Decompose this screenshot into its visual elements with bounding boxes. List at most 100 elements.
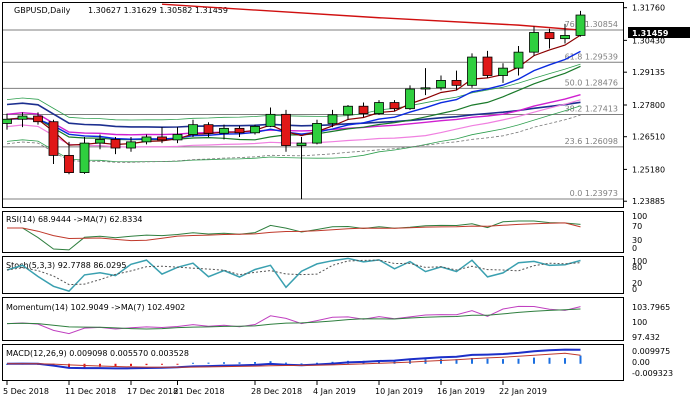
date-tick-label-8: 22 Jan 2019 (499, 387, 547, 396)
candle-body-12 (188, 124, 198, 135)
candle-34 (529, 26, 539, 56)
current-price-box-bg (628, 27, 690, 38)
candle-body-13 (203, 124, 214, 134)
macd-level-low: -0.009323 (632, 369, 673, 378)
momentum-level-100: 100 (632, 318, 647, 327)
macd-signal-line (6, 352, 581, 368)
stoch-k-line (6, 257, 581, 292)
macd-bar-11 (176, 363, 179, 365)
candle-28 (436, 75, 446, 91)
ma-200-red (161, 3, 581, 31)
candle-14 (219, 124, 229, 140)
date-tick-label-2: 17 Dec 2018 (127, 387, 178, 396)
ma-30 (6, 65, 581, 141)
ma-200 (6, 101, 581, 129)
macd-bar-7 (114, 363, 117, 367)
macd-bar-29 (455, 359, 458, 364)
price-tick-label-3: 1.27800 (632, 101, 665, 110)
macd-label: MACD(12,26,9) 0.009098 0.005570 0.003528 (6, 349, 189, 358)
momentum-panel[interactable]: Momentum(14) 102.9049 ->MA(7) 102.4902 1… (2, 297, 671, 343)
date-tick-label-0: 5 Dec 2018 (3, 387, 49, 396)
candle-body-36 (560, 35, 570, 40)
candle-body-24 (374, 102, 384, 115)
fibo-label-4: 23.6 1.26098 (565, 137, 618, 146)
bollinger-lower (6, 105, 581, 163)
current-price-label: 1.31459 (632, 29, 669, 38)
candle-body-35 (544, 32, 555, 40)
macd-bar-36 (564, 358, 566, 364)
stoch-panel[interactable]: Stoch(5,3,3) 92.7788 86.0295 100 80 20 0 (2, 256, 648, 295)
price-panel[interactable]: GBPUSD,Daily 1.30627 1.31629 1.30582 1.3… (2, 2, 691, 208)
price-axis: 1.31760 1.30430 1.29135 1.27800 1.26510 1.251… (623, 4, 665, 206)
macd-bar-9 (145, 363, 148, 366)
candle-body-3 (48, 121, 59, 156)
candle-33 (513, 46, 524, 76)
candle-body-11 (172, 134, 183, 141)
candle-25 (389, 100, 400, 112)
candle-body-18 (281, 113, 291, 146)
candle-6 (95, 134, 105, 150)
macd-bar-28 (440, 358, 442, 364)
candle-30 (467, 53, 477, 88)
candle-11 (172, 127, 183, 144)
candle-26 (405, 85, 415, 110)
macd-bar-18 (285, 362, 287, 364)
macd-bar-32 (502, 359, 504, 364)
rsi-level-0: 0 (632, 244, 637, 253)
candle-16 (250, 124, 260, 135)
candle-37 (575, 10, 586, 37)
candle-23 (358, 102, 369, 118)
price-tick-label-2: 1.29135 (632, 68, 665, 77)
stoch-level-20: 20 (632, 279, 642, 288)
bollinger-upper (6, 63, 581, 121)
candle-3 (48, 119, 59, 164)
candle-body-25 (389, 102, 400, 110)
candle-body-14 (219, 127, 229, 134)
fibo-label-2: 50.0 1.28476 (565, 78, 618, 87)
macd-bar-6 (99, 363, 101, 367)
candle-body-30 (467, 56, 477, 86)
rsi-ma-line (7, 222, 581, 242)
stoch-level-0: 0 (632, 285, 637, 294)
trend-line-dashed (6, 114, 581, 163)
momentum-panel-frame (2, 297, 624, 341)
candle-body-1 (17, 115, 28, 120)
price-tick-label-1: 1.30430 (632, 36, 665, 45)
price-tick-label-6: 1.23885 (632, 197, 665, 206)
macd-bar-16 (254, 362, 256, 364)
stoch-label: Stoch(5,3,3) 92.7788 86.0295 (6, 261, 126, 270)
momentum-ma-line (6, 308, 581, 330)
candle-1 (17, 112, 28, 128)
macd-bar-14 (223, 362, 225, 364)
rsi-panel[interactable]: RSI(14) 68.9444 ->MA(7) 62.8334 100 70 3… (2, 211, 648, 254)
rsi-line (7, 220, 581, 251)
candle-body-7 (110, 139, 121, 149)
candle-body-21 (327, 114, 338, 124)
macd-bar-17 (269, 361, 272, 364)
candle-0 (2, 113, 12, 130)
ma-100 (6, 94, 581, 136)
macd-bar-25 (393, 360, 396, 364)
macd-level-high: 0.009975 (632, 347, 670, 356)
candle-32 (498, 63, 508, 83)
candle-4 (64, 141, 74, 175)
candle-body-27 (420, 87, 431, 90)
candlesticks (2, 10, 586, 200)
candle-body-23 (358, 105, 369, 115)
fibo-label-0: 76.4 1.30854 (565, 20, 618, 29)
date-tick-label-1: 11 Dec 2018 (65, 387, 116, 396)
candle-body-37 (575, 14, 586, 36)
macd-histogram (6, 355, 582, 369)
macd-bar-15 (238, 362, 241, 364)
candle-body-6 (95, 139, 105, 144)
candle-18 (281, 109, 291, 152)
candle-body-4 (64, 154, 74, 173)
candle-body-8 (126, 141, 136, 149)
rsi-panel-frame (2, 211, 624, 253)
candle-body-15 (234, 127, 245, 134)
candle-20 (312, 119, 322, 145)
rsi-level-30: 30 (632, 236, 642, 245)
date-tick-label-5: 4 Jan 2019 (313, 387, 356, 396)
macd-panel[interactable]: MACD(12,26,9) 0.009098 0.005570 0.003528… (2, 344, 674, 381)
candle-27 (420, 68, 431, 96)
